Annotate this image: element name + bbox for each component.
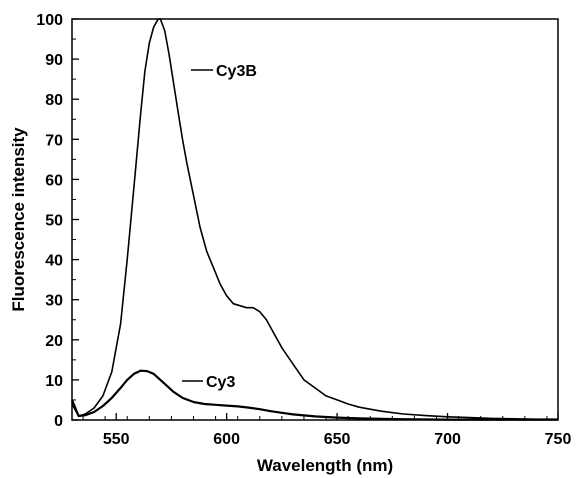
- x-tick-label: 600: [213, 431, 240, 448]
- y-tick-label: 30: [45, 293, 63, 310]
- y-tick-label: 100: [36, 12, 63, 29]
- y-tick-label: 60: [45, 172, 63, 189]
- y-tick-label: 40: [45, 253, 63, 270]
- plot-area: [70, 18, 559, 421]
- y-tick-label: 80: [45, 92, 63, 109]
- series-line-cy3: [70, 369, 558, 421]
- y-tick-label: 0: [54, 413, 63, 430]
- y-tick-label: 70: [45, 132, 63, 149]
- y-tick-label: 50: [45, 213, 63, 230]
- x-tick-labels: 550 600 650 700 750: [103, 431, 572, 448]
- y-tick-label: 90: [45, 52, 63, 69]
- annotations: Cy3B Cy3: [182, 63, 257, 391]
- x-axis-title: Wavelength (nm): [257, 456, 393, 475]
- annotation-label-cy3b: Cy3B: [216, 63, 257, 80]
- y-tick-label: 10: [45, 373, 63, 390]
- x-tick-label: 750: [545, 431, 572, 448]
- y-tick-label: 20: [45, 333, 63, 350]
- y-axis-title: Fluorescence intensity: [9, 127, 28, 312]
- x-tick-label: 700: [434, 431, 461, 448]
- x-tick-label: 550: [103, 431, 130, 448]
- annotation-label-cy3: Cy3: [206, 374, 235, 391]
- y-tick-labels: 0 10 20 30 40 50 60 70 80 90 100: [36, 12, 63, 430]
- series-line-cy3b: [71, 18, 558, 420]
- x-tick-label: 650: [324, 431, 351, 448]
- series-layer: [70, 18, 558, 421]
